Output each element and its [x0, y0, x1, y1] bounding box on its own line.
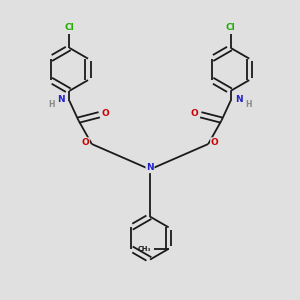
Text: O: O: [190, 109, 198, 118]
Text: H: H: [48, 100, 55, 109]
Text: Cl: Cl: [64, 23, 74, 32]
Text: O: O: [81, 138, 89, 147]
Text: N: N: [146, 164, 154, 172]
Text: O: O: [102, 109, 110, 118]
Text: CH₃: CH₃: [138, 246, 151, 252]
Text: N: N: [235, 95, 243, 104]
Text: H: H: [245, 100, 252, 109]
Text: N: N: [57, 95, 65, 104]
Text: Cl: Cl: [226, 23, 236, 32]
Text: O: O: [211, 138, 219, 147]
